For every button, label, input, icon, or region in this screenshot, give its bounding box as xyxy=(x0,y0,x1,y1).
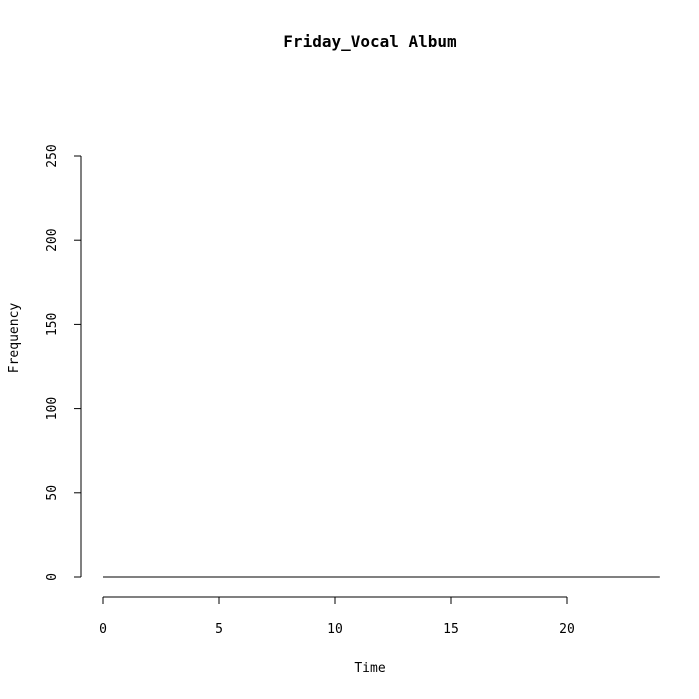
x-tick-label: 5 xyxy=(215,622,223,637)
y-tick-label: 200 xyxy=(45,228,60,251)
y-axis: 0 50 100 150 200 250 xyxy=(45,144,82,581)
y-axis-label: Frequency xyxy=(7,303,22,374)
x-axis: 0 5 10 15 20 xyxy=(99,596,575,637)
x-tick-label: 10 xyxy=(327,622,343,637)
x-tick-label: 15 xyxy=(443,622,459,637)
y-tick-label: 50 xyxy=(45,485,60,501)
y-tick-label: 100 xyxy=(45,397,60,420)
x-tick-label: 0 xyxy=(99,622,107,637)
x-axis-label: Time xyxy=(354,661,385,676)
chart-title: Friday_Vocal Album xyxy=(283,32,457,51)
x-tick-label: 20 xyxy=(559,622,575,637)
y-tick-label: 150 xyxy=(45,313,60,336)
y-tick-label: 0 xyxy=(45,573,60,581)
y-tick-label: 250 xyxy=(45,144,60,167)
